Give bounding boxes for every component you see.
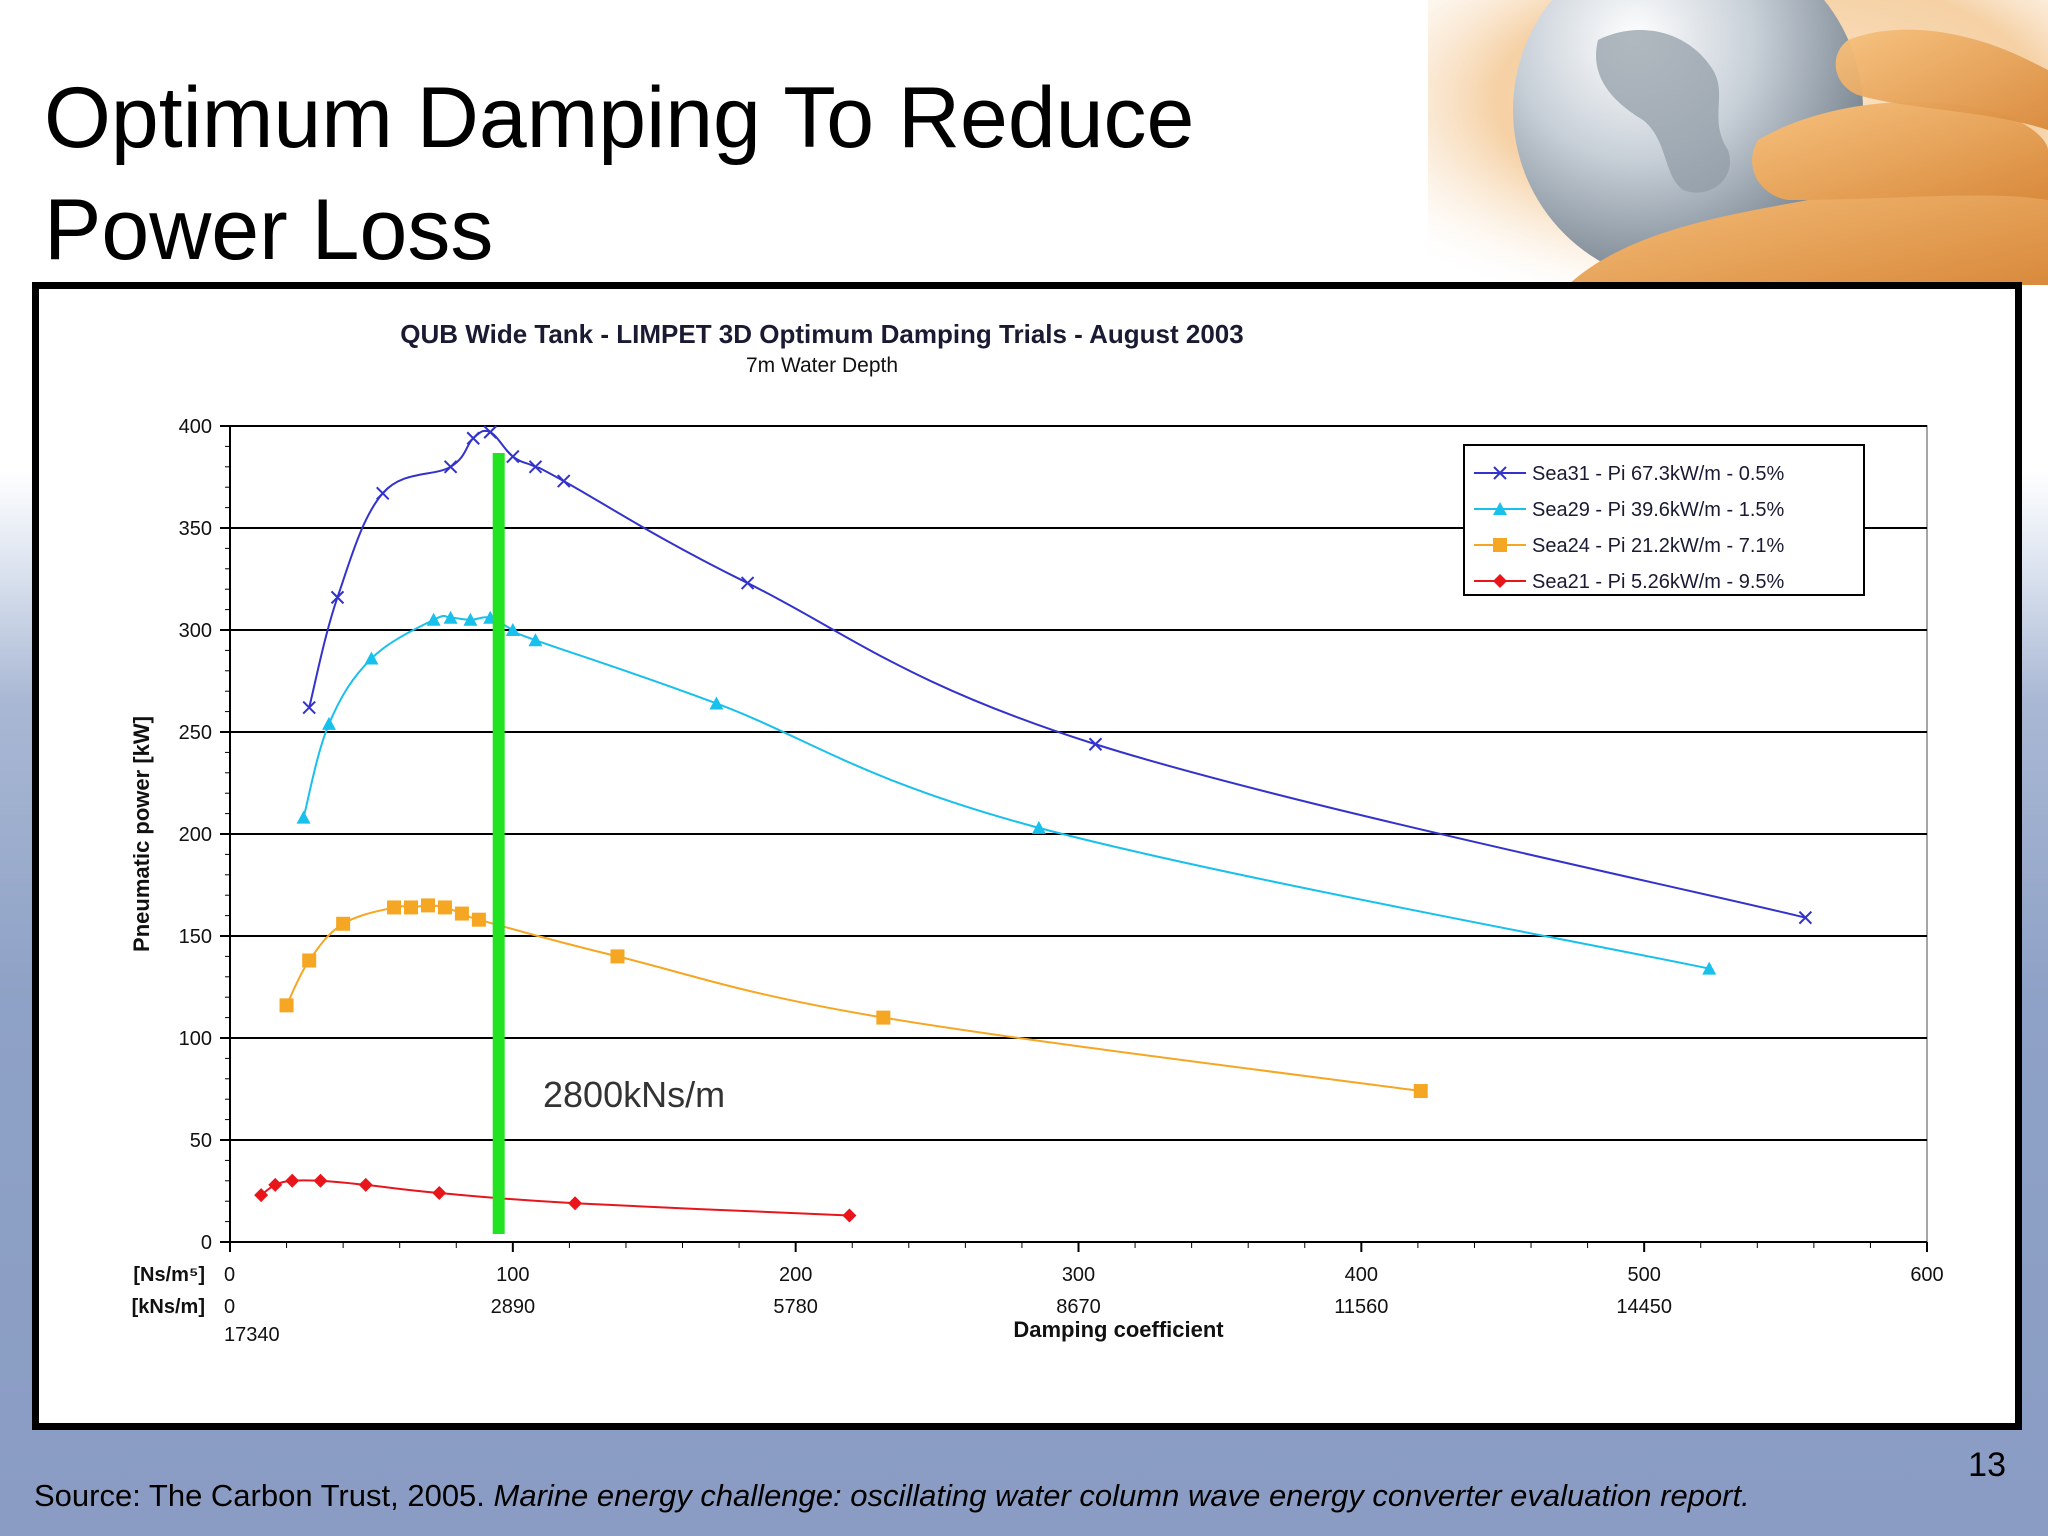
data-point [404,900,419,915]
data-point [426,612,441,626]
data-point [279,998,294,1013]
y-tick-label: 100 [179,1028,212,1050]
data-point [709,696,724,710]
x-tick-label: 500 [1627,1264,1660,1286]
x-tick-label: 100 [496,1264,529,1286]
slide-title-line-1: Optimum Damping To Reduce [44,70,1195,166]
data-point [610,949,625,964]
slide-title: Optimum Damping To Reduce Power Loss [44,62,1404,286]
data-point [466,431,480,445]
data-point [302,953,317,968]
chart-frame: QUB Wide Tank - LIMPET 3D Optimum Dampin… [32,282,2022,1430]
legend-marker [1493,502,1507,515]
data-point [528,460,543,474]
data-point [1088,737,1103,751]
x-tick-label: 8670 [1056,1296,1101,1318]
legend-box [1463,444,1865,596]
x-tick-label: 400 [1345,1264,1378,1286]
optimum-damping-marker [492,453,505,1234]
data-point [506,449,520,464]
legend-marker [1493,538,1507,552]
data-point [463,612,478,626]
data-point [285,1173,300,1188]
data-point [254,1188,269,1203]
y-tick-label: 300 [179,620,212,642]
source-text: Source: The Carbon Trust, 2005. [34,1478,485,1513]
data-point [432,1186,447,1201]
data-point [420,898,435,913]
damping-chart: QUB Wide Tank - LIMPET 3D Optimum Dampin… [129,319,1944,1346]
data-point [321,716,336,730]
page-number: 13 [1968,1446,2006,1484]
legend-label: Sea31 - Pi 67.3kW/m - 0.5% [1532,463,1785,485]
data-point [387,900,402,915]
x-tick-label: 5780 [773,1296,818,1318]
chart-subtitle: 7m Water Depth [746,354,898,377]
data-point [336,916,351,931]
legend-label: Sea29 - Pi 39.6kW/m - 1.5% [1532,499,1785,521]
legend-label: Sea21 - Pi 5.26kW/m - 9.5% [1532,571,1785,593]
data-point [483,425,497,439]
data-point [557,474,571,488]
x-tick-label: 2890 [491,1296,536,1318]
data-point [528,633,543,647]
data-point [437,900,452,915]
y-tick-label: 350 [179,518,212,540]
data-point [296,810,311,824]
data-point [376,486,390,501]
data-point [1702,961,1717,975]
data-point [302,700,316,715]
data-point [842,1208,857,1223]
x-axis-unit-label: [kNs/m] [132,1296,205,1318]
optimum-damping-label: 2800kNs/m [543,1074,725,1115]
data-point [443,610,458,624]
data-point [313,1173,328,1188]
series-line-4 [260,1179,850,1217]
data-point [876,1010,891,1025]
legend-label: Sea24 - Pi 21.2kW/m - 7.1% [1532,535,1785,557]
y-tick-label: 400 [179,416,212,438]
y-axis-title: Pneumatic power [kW] [129,716,154,952]
data-point [268,1177,283,1192]
data-point [1798,910,1813,925]
data-point [454,906,469,921]
source-report-title: Marine energy challenge: oscillating wat… [493,1478,1750,1513]
y-tick-label: 150 [179,926,212,948]
y-tick-label: 0 [201,1232,212,1254]
data-point [471,912,486,927]
data-point [1413,1084,1428,1099]
x-tick-label: 14450 [1616,1296,1672,1318]
globe-hand-image [1428,0,2048,285]
y-tick-label: 250 [179,722,212,744]
data-point [568,1196,583,1211]
x-tick-label: 600 [1910,1264,1943,1286]
legend-marker [1493,466,1507,480]
data-point [443,460,458,474]
source-citation: Source: The Carbon Trust, 2005. Marine e… [34,1478,1750,1514]
data-point [1031,820,1046,834]
x-axis-title: Damping coefficient [1013,1317,1224,1342]
legend-marker [1493,574,1507,588]
x-tick-label: 0 [224,1296,235,1318]
slide-title-line-2: Power Loss [44,182,494,278]
data-point [358,1177,373,1192]
x-tick-label: 300 [1062,1264,1095,1286]
data-point [740,576,755,590]
data-point [505,623,520,636]
x-tick-label: 11560 [1334,1296,1388,1318]
y-tick-label: 200 [179,824,212,846]
x-extra-label: 17340 [224,1324,280,1346]
data-point [330,590,345,605]
y-tick-label: 50 [190,1130,212,1152]
chart-title: QUB Wide Tank - LIMPET 3D Optimum Dampin… [400,319,1243,349]
x-tick-label: 200 [779,1264,812,1286]
x-tick-label: 0 [224,1264,235,1286]
data-point [364,651,379,665]
x-axis-unit-label: [Ns/m⁵] [133,1264,205,1286]
